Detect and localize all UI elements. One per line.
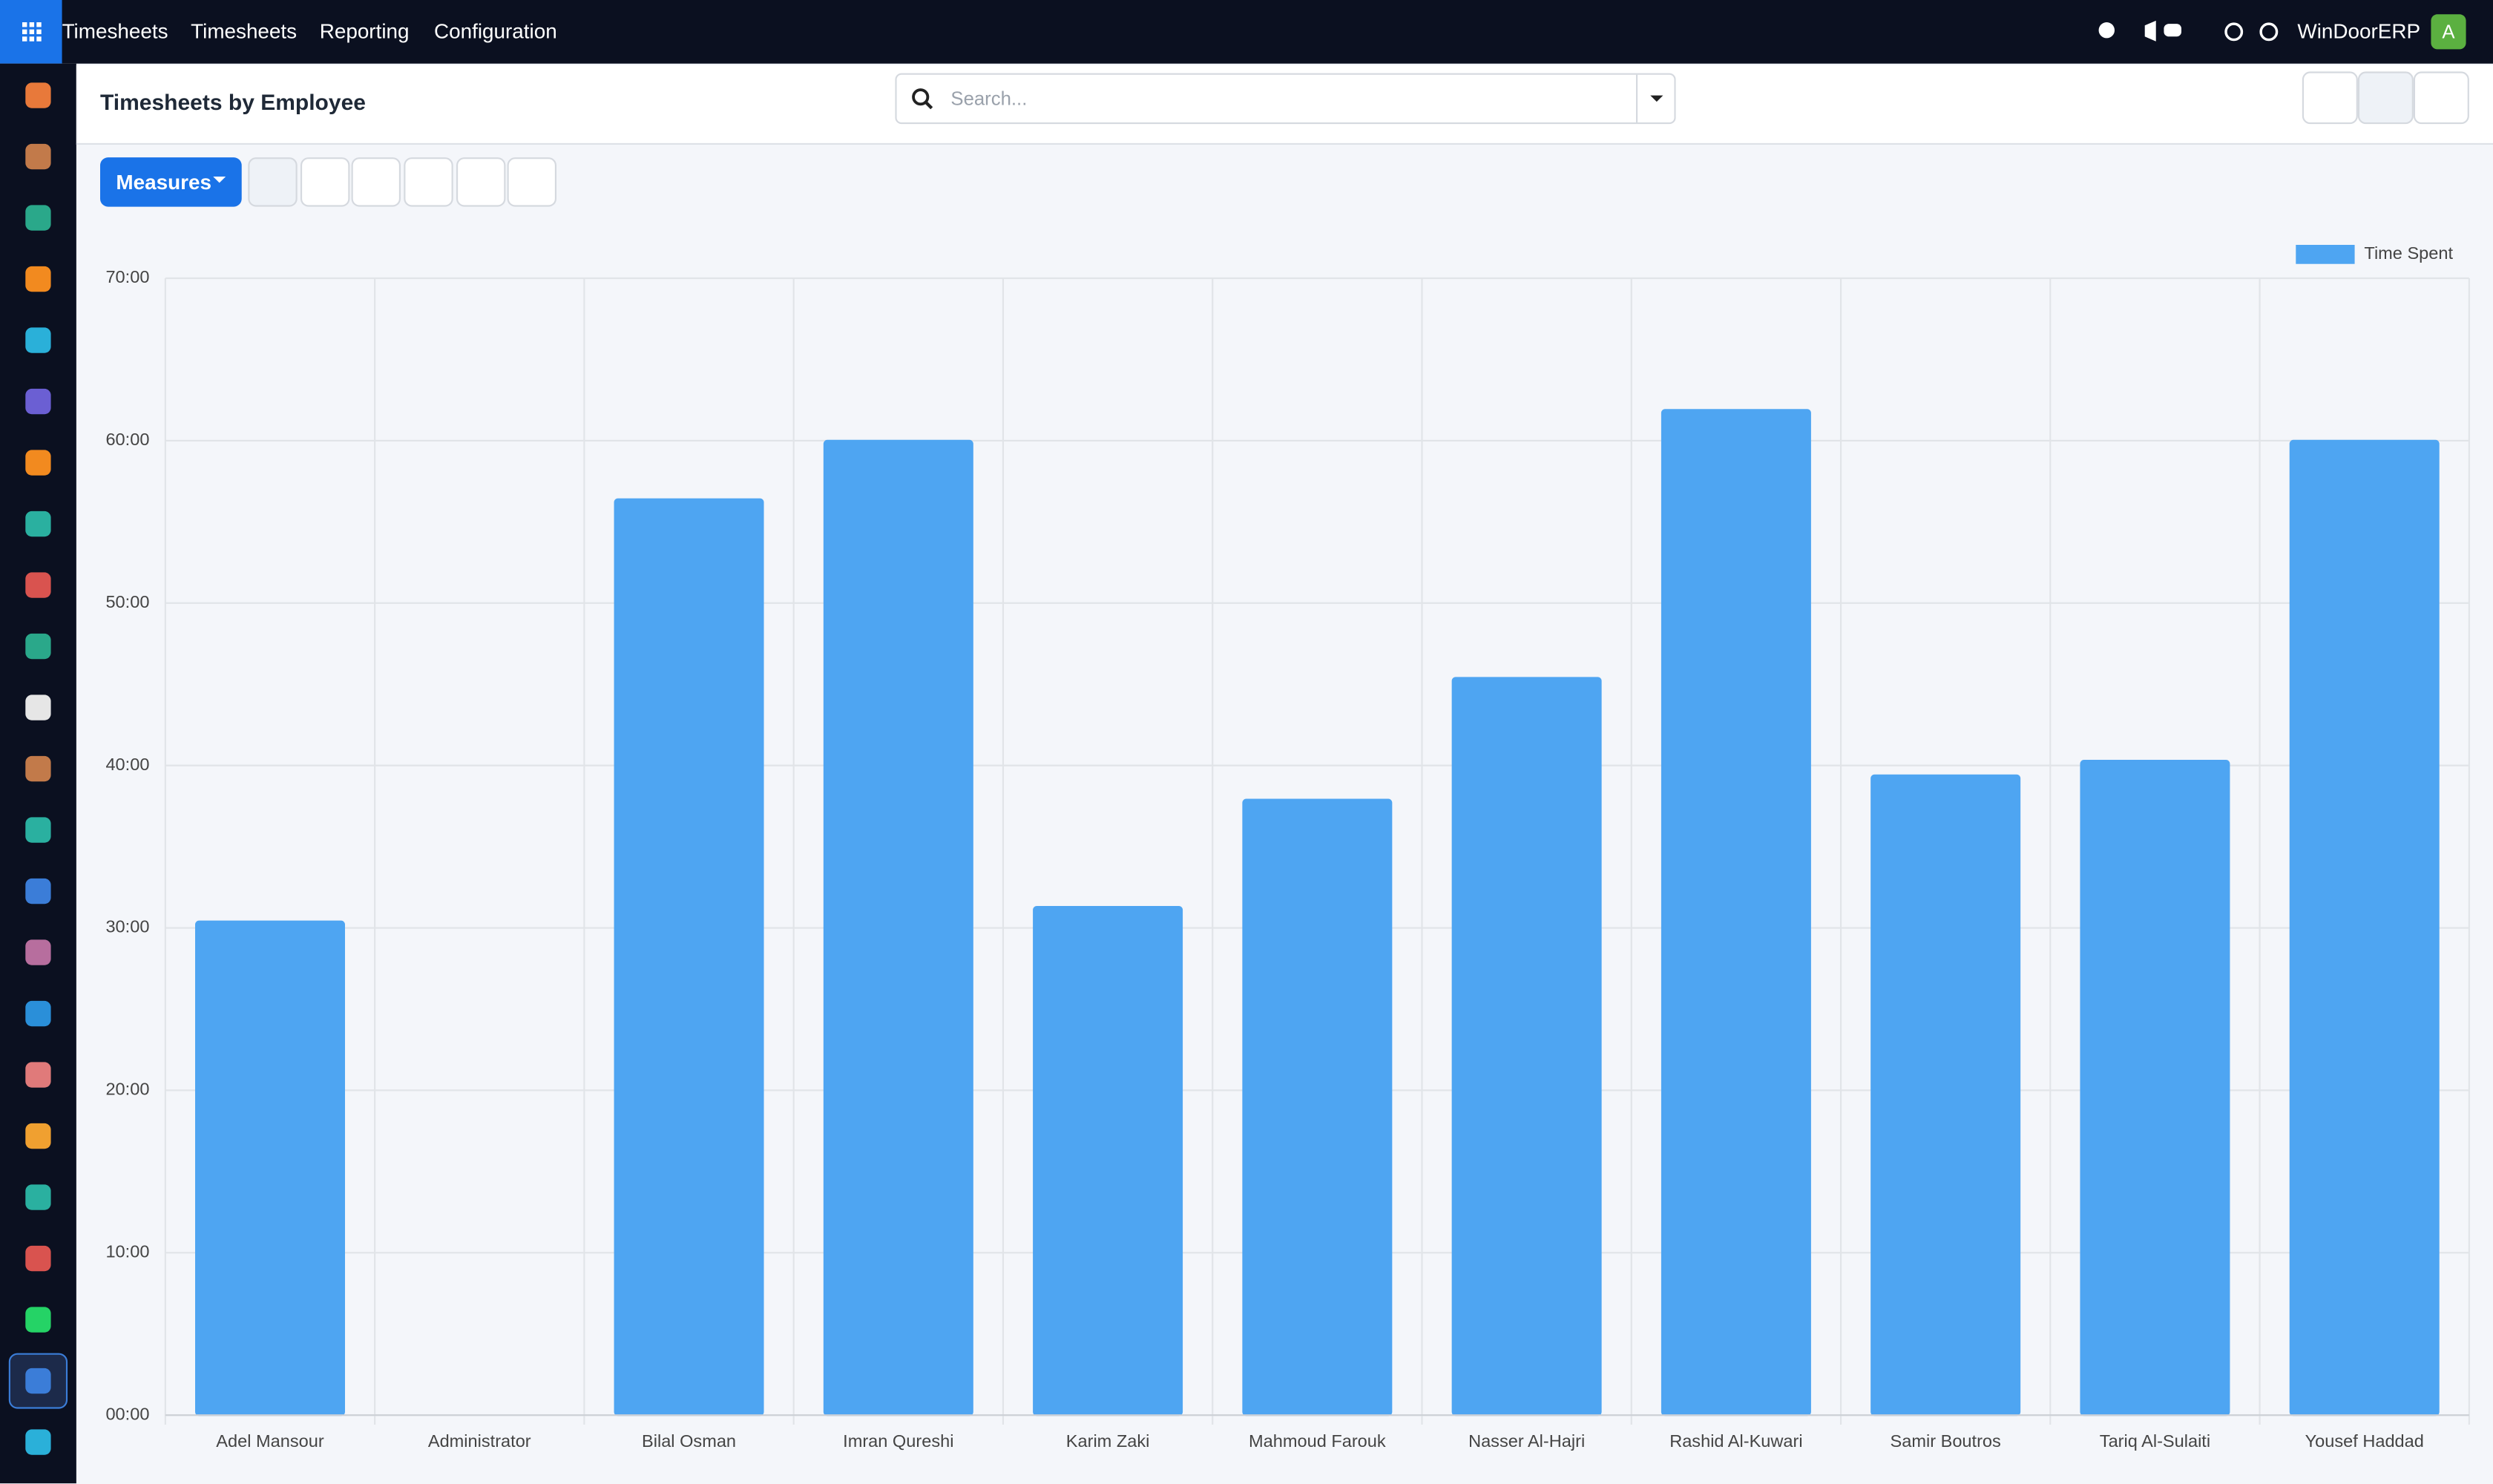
app-icon[interactable] <box>25 205 51 231</box>
app-icon[interactable] <box>25 755 51 782</box>
x-tick-label: Yousef Haddad <box>2305 1431 2424 1451</box>
app-name[interactable]: Timesheets <box>62 19 168 43</box>
measures-label: Measures <box>116 170 211 194</box>
menu-item[interactable]: Timesheets <box>191 19 298 43</box>
y-tick-label: 70:00 <box>105 267 149 286</box>
app-icon[interactable] <box>25 1307 51 1333</box>
search-placeholder: Search... <box>950 87 1028 110</box>
search-box[interactable]: Search... <box>895 73 1676 125</box>
bar <box>614 498 764 1416</box>
app-icon[interactable] <box>25 878 51 904</box>
systray-icons[interactable] <box>2092 19 2283 45</box>
bar <box>2289 439 2440 1416</box>
y-tick-label: 50:00 <box>105 592 149 611</box>
line-chart-button[interactable] <box>300 157 350 207</box>
x-tick-label: Imran Qureshi <box>843 1431 953 1451</box>
company-name[interactable]: WinDoorERP <box>2297 19 2421 43</box>
apps-button[interactable] <box>0 0 62 64</box>
bar <box>1661 409 1811 1416</box>
bar <box>1033 905 1183 1416</box>
x-tick-label: Tariq Al-Sulaiti <box>2100 1431 2210 1451</box>
y-tick-label: 00:00 <box>105 1404 149 1423</box>
app-icon[interactable] <box>25 1000 51 1027</box>
page-title: Timesheets by Employee <box>100 89 366 115</box>
control-panel: Timesheets by Employee Search... <box>76 65 2493 145</box>
x-tick-label: Mahmoud Farouk <box>1249 1431 1386 1451</box>
bar <box>1242 798 1393 1416</box>
bar <box>1451 677 1602 1416</box>
y-tick-label: 60:00 <box>105 430 149 449</box>
legend-label: Time Spent <box>2364 243 2453 263</box>
x-tick-label: Rashid Al-Kuwari <box>1669 1431 1802 1451</box>
app-icon[interactable] <box>25 939 51 965</box>
menu-item[interactable]: Reporting <box>319 19 410 43</box>
bar <box>823 439 973 1416</box>
bar <box>194 920 345 1416</box>
sort-asc-button[interactable] <box>507 157 556 207</box>
x-tick-label: Karim Zaki <box>1066 1431 1150 1451</box>
app-icon[interactable] <box>25 572 51 598</box>
pivot-view-button[interactable] <box>2302 71 2358 125</box>
app-icon[interactable] <box>25 1429 51 1455</box>
bar-chart-button[interactable] <box>248 157 298 207</box>
app-icon[interactable] <box>25 633 51 660</box>
app-icon[interactable] <box>25 450 51 476</box>
x-tick-label: Administrator <box>428 1431 531 1451</box>
measures-button[interactable]: Measures <box>100 157 242 207</box>
stacked-button[interactable] <box>404 157 453 207</box>
x-tick-label: Bilal Osman <box>642 1431 736 1451</box>
app-icon[interactable] <box>25 143 51 170</box>
app-icon[interactable] <box>25 1368 51 1394</box>
sort-desc-button[interactable] <box>456 157 506 207</box>
sidebar <box>0 63 76 1484</box>
x-tick-label: Nasser Al-Hajri <box>1468 1431 1585 1451</box>
app-icon[interactable] <box>25 510 51 537</box>
app-icon[interactable] <box>25 1245 51 1272</box>
graph-view-button[interactable] <box>2357 71 2414 125</box>
menu-item[interactable]: Configuration <box>434 19 557 43</box>
app-icon[interactable] <box>25 327 51 353</box>
bar <box>1870 774 2021 1416</box>
y-tick-label: 10:00 <box>105 1241 149 1261</box>
pie-chart-button[interactable] <box>351 157 401 207</box>
avatar[interactable]: A <box>2431 14 2466 50</box>
x-tick-label: Adel Mansour <box>216 1431 324 1451</box>
app-icon[interactable] <box>25 266 51 292</box>
y-tick-label: 20:00 <box>105 1080 149 1099</box>
x-tick-label: Samir Boutros <box>1891 1431 2001 1451</box>
legend-swatch <box>2296 245 2355 264</box>
bar <box>2080 759 2230 1416</box>
app-icon[interactable] <box>25 817 51 843</box>
app-icon[interactable] <box>25 1184 51 1210</box>
app-icon[interactable] <box>25 82 51 108</box>
app-icon[interactable] <box>25 388 51 415</box>
list-view-button[interactable] <box>2413 71 2469 125</box>
app-icon[interactable] <box>25 1062 51 1088</box>
y-tick-label: 30:00 <box>105 917 149 936</box>
top-bar: Timesheets Timesheets Reporting Configur… <box>0 0 2493 64</box>
app-icon[interactable] <box>25 695 51 720</box>
y-tick-label: 40:00 <box>105 755 149 774</box>
app-icon[interactable] <box>25 1123 51 1149</box>
